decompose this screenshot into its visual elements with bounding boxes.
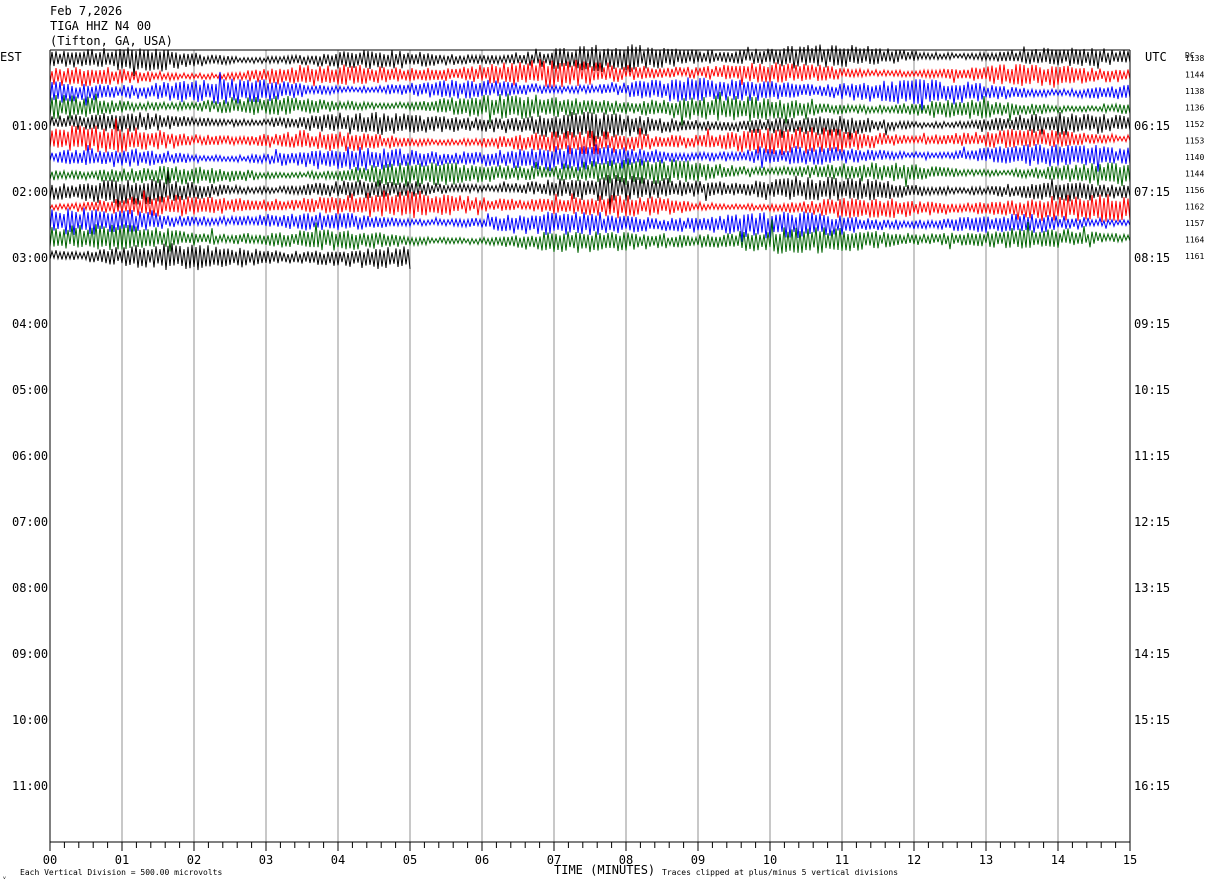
- x-tick-label: 10: [763, 853, 777, 867]
- utc-hour-label: 10:15: [1134, 383, 1170, 397]
- dc-offset-value: 1138: [1185, 54, 1204, 63]
- utc-hour-label: 15:15: [1134, 713, 1170, 727]
- chart-axes: [49, 49, 1131, 851]
- seismic-trace: [49, 118, 1131, 155]
- x-tick-label: 03: [259, 853, 273, 867]
- est-hour-label: 03:00: [12, 251, 48, 265]
- dc-offset-value: 1140: [1185, 153, 1204, 162]
- vertical-division-note: Each Vertical Division = 500.00 microvol…: [20, 868, 222, 877]
- est-hour-label: 10:00: [12, 713, 48, 727]
- utc-hour-label: 11:15: [1134, 449, 1170, 463]
- seismic-trace: [49, 144, 1131, 172]
- utc-hour-label: 13:15: [1134, 581, 1170, 595]
- station-location: (Tifton, GA, USA): [50, 34, 173, 48]
- utc-hour-label: 09:15: [1134, 317, 1170, 331]
- seismic-trace: [49, 59, 1131, 88]
- dc-offset-value: 1136: [1185, 104, 1204, 113]
- est-hour-label: 08:00: [12, 581, 48, 595]
- seismic-trace: [49, 111, 1131, 147]
- x-tick-label: 14: [1051, 853, 1065, 867]
- dc-offset-value: 1157: [1185, 219, 1204, 228]
- chart-labels: 00 01 02 03 04 05 06 07 08 09 10 11 12 13 14 15 EST UTC DC…: [0, 50, 1204, 881]
- utc-axis-label: UTC: [1145, 50, 1167, 64]
- x-tick-label: 01: [115, 853, 129, 867]
- est-hour-label: 07:00: [12, 515, 48, 529]
- dc-label: DC: [1185, 51, 1195, 60]
- dc-offset-value: 1162: [1185, 203, 1204, 212]
- utc-hour-label: 06:15: [1134, 119, 1170, 133]
- seismic-traces: [49, 44, 1131, 271]
- est-hour-label: 01:00: [12, 119, 48, 133]
- utc-hour-label: 12:15: [1134, 515, 1170, 529]
- est-hour-label: 02:00: [12, 185, 48, 199]
- x-tick-label: 04: [331, 853, 345, 867]
- dc-offset-value: 1144: [1185, 170, 1204, 179]
- seismic-trace: [49, 158, 1131, 187]
- x-tick-label: 12: [907, 853, 921, 867]
- x-tick-label: 07: [547, 853, 561, 867]
- x-tick-label: 00: [43, 853, 57, 867]
- seismic-trace: [49, 219, 1131, 254]
- utc-hour-label: 07:15: [1134, 185, 1170, 199]
- dc-offset-value: 1161: [1185, 252, 1204, 261]
- dc-offset-value: 1164: [1185, 236, 1204, 245]
- minute-grid: [121, 50, 1059, 842]
- x-tick-label: 06: [475, 853, 489, 867]
- est-hour-label: 09:00: [12, 647, 48, 661]
- x-tick-label: 15: [1123, 853, 1137, 867]
- dc-offset-value: 1156: [1185, 186, 1204, 195]
- dc-offset-value: 1144: [1185, 71, 1204, 80]
- seismic-trace: [49, 44, 1131, 77]
- x-tick-label: 09: [691, 853, 705, 867]
- utc-hour-label: 14:15: [1134, 647, 1170, 661]
- seismic-trace: [49, 91, 1131, 126]
- seismic-trace: [49, 190, 1131, 223]
- dc-offset-value: 1138: [1185, 87, 1204, 96]
- clipping-note: Traces clipped at plus/minus 5 vertical …: [662, 868, 898, 877]
- seismic-trace: [49, 71, 1131, 111]
- x-tick-label: 11: [835, 853, 849, 867]
- seismic-trace: [49, 243, 411, 271]
- station-code: TIGA HHZ N4 00: [50, 19, 152, 33]
- est-hour-label: 06:00: [12, 449, 48, 463]
- utc-hour-label: 16:15: [1134, 779, 1170, 793]
- x-axis-title: TIME (MINUTES): [554, 863, 655, 877]
- x-tick-label: 08: [619, 853, 633, 867]
- seismic-trace: [49, 171, 1131, 210]
- utc-hour-label: 08:15: [1134, 251, 1170, 265]
- est-hour-label: 11:00: [12, 779, 48, 793]
- x-tick-label: 02: [187, 853, 201, 867]
- seismic-trace: [49, 207, 1131, 243]
- est-axis-label: EST: [0, 50, 22, 64]
- est-hour-label: 05:00: [12, 383, 48, 397]
- dc-offset-value: 1152: [1185, 120, 1204, 129]
- dc-offset-value: 1153: [1185, 137, 1204, 146]
- x-tick-label: 13: [979, 853, 993, 867]
- est-hour-label: 04:00: [12, 317, 48, 331]
- x-tick-label: 05: [403, 853, 417, 867]
- corner-mark: ᵥ: [2, 872, 7, 881]
- chart-date: Feb 7,2026: [50, 4, 123, 18]
